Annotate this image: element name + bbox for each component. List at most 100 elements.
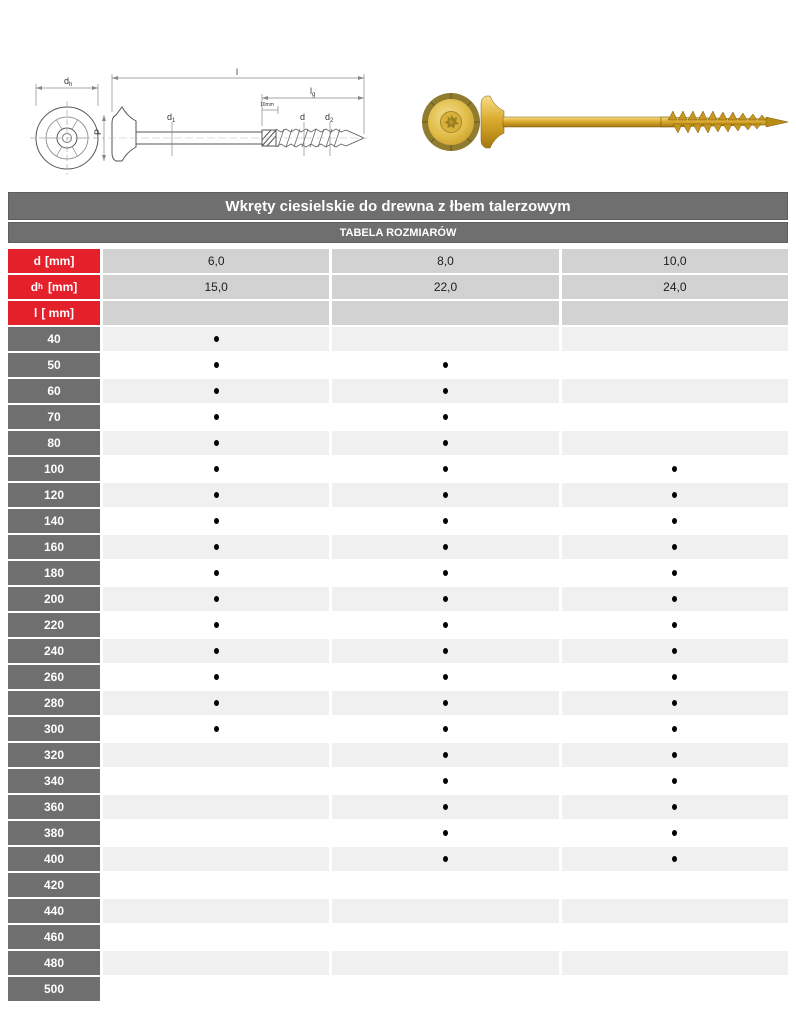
availability-dot [442, 388, 448, 394]
length-row: 140 [8, 509, 788, 533]
availability-cell [103, 743, 330, 767]
length-row: 340 [8, 769, 788, 793]
length-label: 280 [8, 691, 100, 715]
spec-row: d [mm] 6,0 8,0 10,0 [8, 249, 788, 273]
availability-dot [442, 726, 448, 732]
availability-cell [103, 509, 330, 533]
availability-cell [332, 561, 559, 585]
spec-value-cell: 22,0 [332, 275, 559, 299]
availability-cell [332, 509, 559, 533]
length-label: 240 [8, 639, 100, 663]
availability-dot [672, 492, 678, 498]
dim-label-p: P [93, 129, 103, 135]
length-label: 440 [8, 899, 100, 923]
availability-cell [332, 483, 559, 507]
screw-side-view [480, 95, 789, 149]
availability-cell [332, 795, 559, 819]
availability-dot [442, 648, 448, 654]
availability-cell [332, 821, 559, 845]
spec-row: d h [mm] 15,0 22,0 24,0 [8, 275, 788, 299]
availability-cell [103, 769, 330, 793]
spec-value-cell [103, 301, 330, 325]
availability-dot [442, 778, 448, 784]
length-label: 340 [8, 769, 100, 793]
availability-cell [561, 613, 788, 637]
availability-cell [561, 327, 788, 351]
product-hero: dh l lg 10mm d d2 d1 P [0, 0, 796, 192]
availability-cell [103, 379, 330, 403]
availability-cell [103, 951, 330, 975]
length-label: 40 [8, 327, 100, 351]
length-row: 280 [8, 691, 788, 715]
availability-dot [672, 700, 678, 706]
availability-dot [213, 466, 219, 472]
availability-dot [213, 700, 219, 706]
length-label: 480 [8, 951, 100, 975]
length-label: 400 [8, 847, 100, 871]
availability-cell [103, 925, 330, 949]
length-row: 120 [8, 483, 788, 507]
product-photo [422, 93, 789, 151]
dim-label-d2: d2 [325, 112, 334, 124]
length-label: 420 [8, 873, 100, 897]
availability-dot [213, 596, 219, 602]
availability-cell [332, 691, 559, 715]
availability-dot [213, 518, 219, 524]
length-row: 220 [8, 613, 788, 637]
availability-cell [561, 665, 788, 689]
length-row: 420 [8, 873, 788, 897]
availability-cell [103, 535, 330, 559]
availability-dot [672, 778, 678, 784]
length-row: 380 [8, 821, 788, 845]
availability-dot [442, 466, 448, 472]
length-row: 240 [8, 639, 788, 663]
technical-drawing: dh l lg 10mm d d2 d1 P [30, 67, 368, 175]
availability-cell [561, 535, 788, 559]
availability-cell [561, 951, 788, 975]
availability-cell [332, 925, 559, 949]
length-row: 360 [8, 795, 788, 819]
availability-cell [332, 431, 559, 455]
availability-cell [103, 847, 330, 871]
spec-value-cell: 8,0 [332, 249, 559, 273]
availability-dot [672, 622, 678, 628]
spec-value-cell [332, 301, 559, 325]
length-label: 200 [8, 587, 100, 611]
availability-dot [442, 622, 448, 628]
availability-dot [442, 804, 448, 810]
availability-dot [672, 804, 678, 810]
length-label: 460 [8, 925, 100, 949]
dim-label-lg: lg [310, 86, 315, 98]
availability-dot [442, 700, 448, 706]
availability-cell [103, 405, 330, 429]
availability-cell [332, 327, 559, 351]
availability-dot [213, 622, 219, 628]
length-label: 220 [8, 613, 100, 637]
length-row: 180 [8, 561, 788, 585]
availability-dot [213, 570, 219, 576]
length-row: 500 [8, 977, 788, 1001]
length-row: 260 [8, 665, 788, 689]
length-label: 380 [8, 821, 100, 845]
length-row: 480 [8, 951, 788, 975]
availability-dot [672, 726, 678, 732]
availability-dot [213, 414, 219, 420]
availability-dot [442, 856, 448, 862]
availability-cell [103, 587, 330, 611]
length-label: 320 [8, 743, 100, 767]
table-subtitle: TABELA ROZMIARÓW [8, 222, 788, 243]
availability-dot [672, 570, 678, 576]
length-label: 260 [8, 665, 100, 689]
length-row: 460 [8, 925, 788, 949]
length-row: 70 [8, 405, 788, 429]
availability-cell [561, 483, 788, 507]
dim-label-10mm: 10mm [260, 102, 274, 108]
availability-cell [561, 821, 788, 845]
availability-cell [561, 873, 788, 897]
availability-dot [442, 570, 448, 576]
availability-cell [332, 847, 559, 871]
availability-dot [442, 414, 448, 420]
length-label: 120 [8, 483, 100, 507]
availability-cell [103, 639, 330, 663]
availability-dot [672, 674, 678, 680]
